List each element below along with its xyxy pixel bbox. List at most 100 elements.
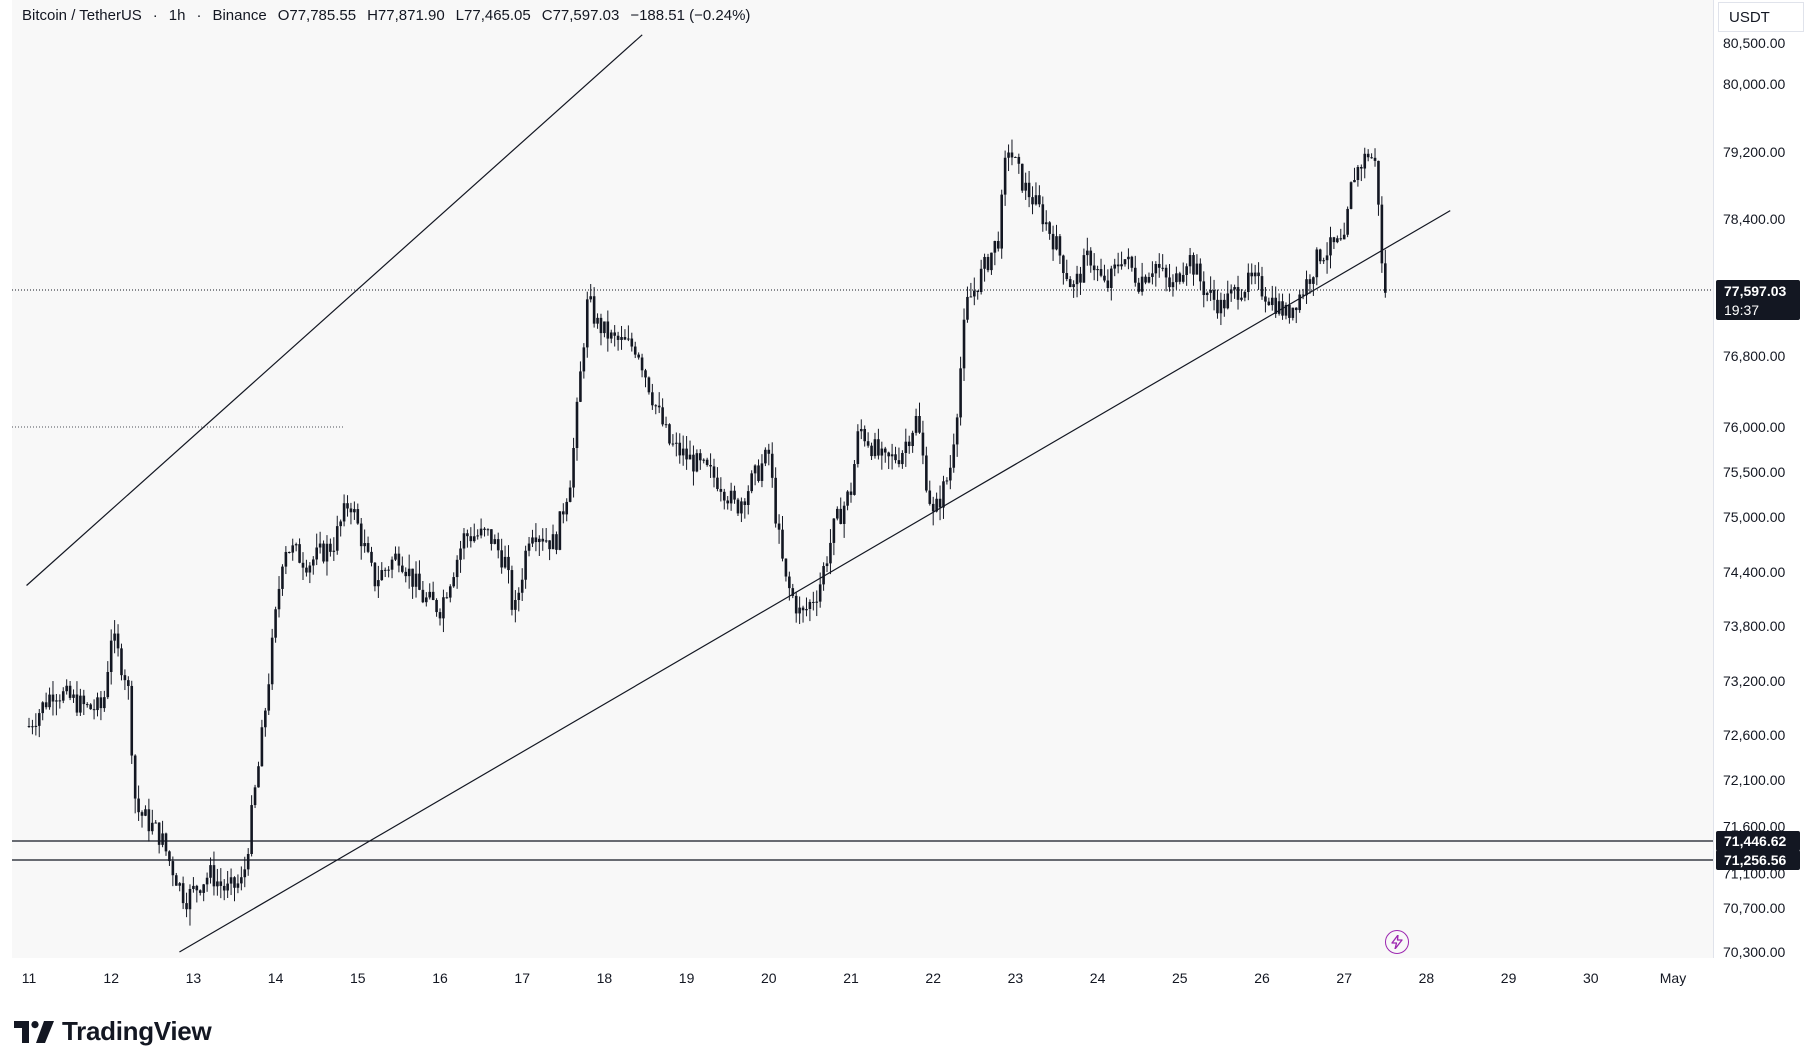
candle-body [746,491,750,505]
candle-body [476,535,479,537]
level-label-bg [1716,831,1800,851]
level-price-label: 71,256.56 [1724,852,1786,868]
candle-body [490,529,493,544]
candle-body [301,562,305,568]
open-value: O77,785.55 [277,7,357,24]
candle-body [243,869,247,878]
candle-body [907,441,911,447]
candle-body [1264,296,1267,302]
candle-body [990,252,993,271]
candle-body [82,695,86,705]
candle-body [455,559,459,578]
symbol-name[interactable]: Bitcoin / TetherUS [22,7,142,24]
price-tick-label: 78,400.00 [1723,211,1785,227]
candle-body [469,536,473,542]
candle-body [503,556,507,568]
time-tick-label: 27 [1336,970,1352,986]
candle-body [729,490,733,504]
candle-body [1024,182,1027,191]
candle-body [133,755,137,799]
candle-body [1079,273,1082,283]
candle-body [178,883,181,886]
candle-body [534,537,538,543]
candle-body [363,543,366,547]
candle-body [1140,276,1144,292]
candle-body [815,601,819,603]
candle-body [993,241,997,253]
candle-body [640,357,644,371]
candle-body [325,543,329,562]
price-tick-label: 76,800.00 [1723,348,1785,364]
candle-body [599,317,603,334]
candle-body [925,455,928,491]
candle-body [1267,301,1271,306]
candle-body [1223,299,1226,309]
candle-body [459,548,462,560]
candle-body [1219,299,1223,314]
currency-selector[interactable]: USDT [1718,2,1804,32]
candle-body [777,523,781,530]
candle-body [1373,157,1377,161]
candle-body [212,865,216,887]
candle-body [699,453,702,461]
candle-body [798,607,801,614]
candle-body [825,563,829,567]
candle-body [1294,307,1298,311]
time-tick-label: 20 [761,970,777,986]
candle-body [448,586,452,598]
candle-body [1171,282,1175,288]
candle-body [294,544,298,546]
candle-body [1154,263,1158,274]
candle-body [1089,250,1093,266]
candle-body [438,612,442,619]
channel-line-upper[interactable] [26,34,643,586]
interval-label[interactable]: 1h [168,7,186,24]
price-tick-label: 70,300.00 [1723,944,1785,960]
candle-body [1099,269,1103,276]
candle-body [1092,265,1096,271]
candle-body [1185,266,1188,275]
price-axis-ticks: 80,500.00 80,000.00 79,200.00 78,400.00 76,8… [1723,35,1785,960]
candle-body [1380,204,1384,264]
candle-body [853,464,856,495]
candle-body [1133,267,1137,283]
candle-body [890,454,894,457]
candle-body [531,537,534,544]
candle-body [1110,268,1113,288]
candle-body [216,881,219,887]
candle-body [606,321,610,339]
candle-body [836,508,839,519]
candle-body [1301,294,1305,296]
candle-body [1014,156,1017,158]
candle-body [1318,249,1322,262]
candle-body [705,459,709,465]
candle-body [144,809,147,816]
candle-body [962,319,966,369]
price-tick-label: 80,000.00 [1723,76,1785,92]
channel-line-lower[interactable] [179,210,1451,953]
candle-body [308,565,312,573]
candle-body [623,337,627,340]
candle-body [1120,264,1123,267]
candle-body [644,370,647,378]
candle-body [846,491,849,506]
time-tick-label: 15 [350,970,366,986]
candle-body [585,299,589,348]
candle-body [818,584,822,602]
candle-body [1137,282,1140,292]
candle-body [1233,287,1236,290]
candle-body [270,637,274,685]
candle-body [99,697,103,709]
candle-body [914,416,918,433]
candle-body [48,694,51,708]
candle-body [781,529,784,559]
drawings-layer[interactable] [12,34,1713,953]
candle-body [901,453,904,465]
candle-body [1017,156,1021,164]
candle-body [404,571,408,577]
candle-body [1192,255,1195,275]
candle-body [952,444,956,468]
flash-icon[interactable] [1385,930,1409,954]
tradingview-logo[interactable]: TradingView [14,1016,212,1047]
